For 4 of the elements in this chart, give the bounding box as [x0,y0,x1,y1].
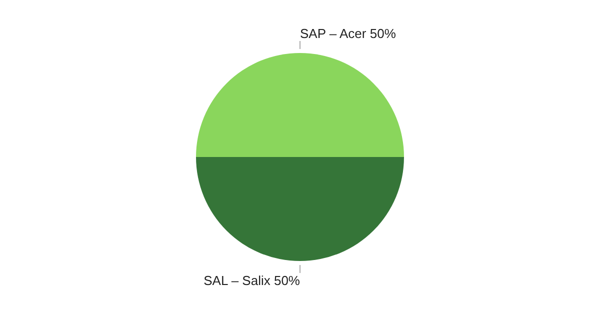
pie-slice [196,53,404,157]
pie-slice [196,157,404,261]
slice-label: SAP – Acer 50% [300,26,396,41]
slice-label: SAL – Salix 50% [204,273,300,288]
